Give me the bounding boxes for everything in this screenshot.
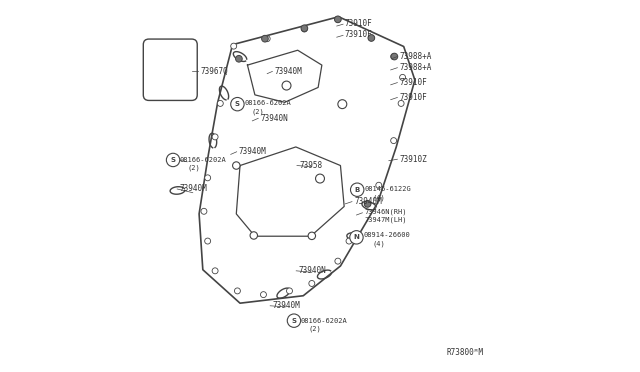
Text: 08166-6202A: 08166-6202A xyxy=(301,318,348,324)
Text: 73940M: 73940M xyxy=(239,147,267,156)
Text: 73910F: 73910F xyxy=(345,19,372,28)
Text: (4): (4) xyxy=(372,195,385,201)
Circle shape xyxy=(346,238,352,244)
Circle shape xyxy=(369,35,374,41)
Text: 08166-6202A: 08166-6202A xyxy=(180,157,227,163)
Circle shape xyxy=(390,54,397,60)
Text: 73940N: 73940N xyxy=(260,114,288,123)
Circle shape xyxy=(260,292,266,298)
Circle shape xyxy=(212,268,218,274)
Circle shape xyxy=(308,232,316,240)
Circle shape xyxy=(232,162,240,169)
Circle shape xyxy=(368,35,374,41)
Text: 73910Z: 73910Z xyxy=(399,155,428,164)
Circle shape xyxy=(335,16,341,23)
Text: 73988+A: 73988+A xyxy=(399,52,432,61)
Circle shape xyxy=(287,288,292,294)
Circle shape xyxy=(376,182,381,188)
Text: 73940M: 73940M xyxy=(179,185,207,193)
Circle shape xyxy=(390,138,397,144)
Circle shape xyxy=(264,36,270,42)
Circle shape xyxy=(335,16,341,22)
Text: 73910F: 73910F xyxy=(399,93,428,102)
Text: (2): (2) xyxy=(308,326,321,332)
Circle shape xyxy=(349,231,363,244)
Circle shape xyxy=(365,201,371,207)
Text: 73988+A: 73988+A xyxy=(399,63,432,72)
Circle shape xyxy=(250,232,257,239)
Text: B: B xyxy=(355,187,360,193)
Circle shape xyxy=(218,100,223,106)
Text: 73940M: 73940M xyxy=(275,67,302,76)
Circle shape xyxy=(301,25,308,32)
Circle shape xyxy=(201,208,207,214)
Text: 73967Q: 73967Q xyxy=(200,67,228,76)
Circle shape xyxy=(399,74,406,80)
Circle shape xyxy=(212,134,218,140)
Circle shape xyxy=(231,97,244,111)
Circle shape xyxy=(205,238,211,244)
Circle shape xyxy=(234,288,241,294)
Text: 73947M(LH): 73947M(LH) xyxy=(365,216,407,223)
Text: 08146-6122G: 08146-6122G xyxy=(365,186,412,192)
Circle shape xyxy=(335,258,341,264)
Circle shape xyxy=(351,183,364,196)
Text: (2): (2) xyxy=(187,165,200,171)
Text: S: S xyxy=(235,101,240,107)
Text: (2): (2) xyxy=(252,108,264,115)
Text: S: S xyxy=(291,318,296,324)
Circle shape xyxy=(301,26,307,32)
Text: 73910F: 73910F xyxy=(345,30,372,39)
Circle shape xyxy=(316,174,324,183)
Text: 73910F: 73910F xyxy=(399,78,428,87)
Circle shape xyxy=(262,35,268,42)
Text: N: N xyxy=(353,234,360,240)
Text: (4): (4) xyxy=(372,241,385,247)
Text: 73940M: 73940M xyxy=(354,197,382,206)
Circle shape xyxy=(309,280,315,286)
Circle shape xyxy=(236,55,243,62)
Text: 08914-26600: 08914-26600 xyxy=(364,232,411,238)
Circle shape xyxy=(398,100,404,106)
Circle shape xyxy=(231,43,237,49)
Text: 73958: 73958 xyxy=(299,161,323,170)
Text: 73940M: 73940M xyxy=(273,301,300,310)
Circle shape xyxy=(338,100,347,109)
Text: 73940N: 73940N xyxy=(298,266,326,275)
Text: 08166-6202A: 08166-6202A xyxy=(244,100,291,106)
Circle shape xyxy=(282,81,291,90)
Circle shape xyxy=(166,153,180,167)
Circle shape xyxy=(364,201,371,207)
Circle shape xyxy=(391,53,397,60)
Text: 73946N(RH): 73946N(RH) xyxy=(365,209,407,215)
Text: R73800ᴹM: R73800ᴹM xyxy=(447,348,483,357)
Text: S: S xyxy=(170,157,175,163)
Circle shape xyxy=(205,175,211,181)
Circle shape xyxy=(287,314,301,327)
